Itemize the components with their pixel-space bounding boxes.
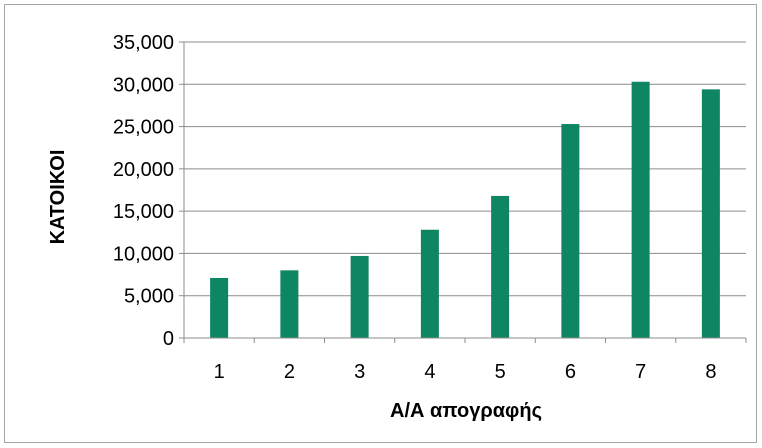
- y-tick-label: 25,000: [113, 117, 174, 139]
- bar-1: [210, 277, 229, 338]
- chart-frame: [4, 4, 757, 443]
- x-tick-label: 2: [284, 361, 295, 383]
- y-axis-title: ΚΑΤΟΙΚΟΙ: [47, 150, 69, 245]
- y-tick-label: 0: [163, 328, 174, 350]
- bar-4: [420, 229, 439, 338]
- grid-lines: [184, 41, 746, 297]
- x-tick-label: 6: [565, 361, 576, 383]
- x-tick-labels: 1 2 3 4 5 6 7 8: [214, 361, 717, 383]
- y-tick-label: 10,000: [113, 243, 174, 265]
- y-tick-label: 5,000: [124, 286, 174, 308]
- x-axis-title: Α/Α απογραφής: [390, 400, 542, 422]
- x-tick-label: 4: [424, 361, 435, 383]
- x-tick-label: 1: [214, 361, 225, 383]
- bar-6: [561, 124, 580, 338]
- y-tick-labels: 0 5,000 10,000 15,000 20,000 25,000 30,000 35,0…: [113, 32, 174, 350]
- bar-7: [631, 81, 650, 339]
- bar-3: [350, 255, 369, 338]
- y-tick-label: 30,000: [113, 74, 174, 96]
- x-tick-label: 5: [495, 361, 506, 383]
- bar-2: [280, 270, 299, 338]
- x-tick-label: 8: [705, 361, 716, 383]
- bars: [210, 81, 720, 339]
- y-tick-label: 15,000: [113, 201, 174, 223]
- x-tick-label: 3: [354, 361, 365, 383]
- y-tick-label: 35,000: [113, 32, 174, 54]
- x-tick-label: 7: [635, 361, 646, 383]
- axes: [179, 41, 747, 343]
- bar-5: [491, 195, 510, 338]
- y-tick-label: 20,000: [113, 159, 174, 181]
- bar-8: [701, 89, 720, 338]
